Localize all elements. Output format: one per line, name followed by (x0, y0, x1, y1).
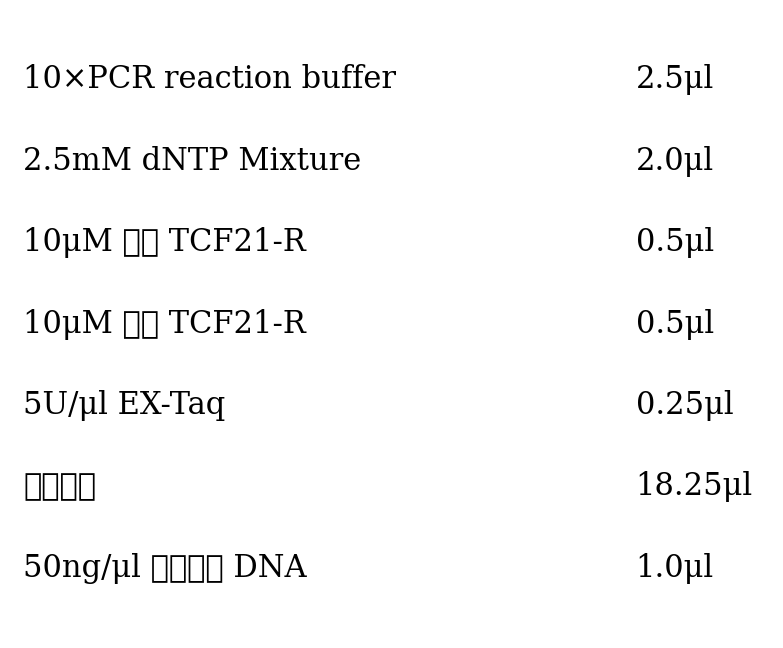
Text: 10μM 引物 TCF21-R: 10μM 引物 TCF21-R (23, 227, 306, 258)
Text: 18.25μl: 18.25μl (636, 472, 752, 502)
Text: 10×PCR reaction buffer: 10×PCR reaction buffer (23, 64, 396, 95)
Text: 0.5μl: 0.5μl (636, 227, 714, 258)
Text: 2.5μl: 2.5μl (636, 64, 714, 95)
Text: 5U/μl EX-Taq: 5U/μl EX-Taq (23, 390, 226, 421)
Text: 0.5μl: 0.5μl (636, 308, 714, 340)
Text: 1.0μl: 1.0μl (636, 553, 714, 584)
Text: 50ng/μl 的基因组 DNA: 50ng/μl 的基因组 DNA (23, 553, 307, 584)
Text: 0.25μl: 0.25μl (636, 390, 733, 421)
Text: 去离子水: 去离子水 (23, 472, 96, 502)
Text: 2.5mM dNTP Mixture: 2.5mM dNTP Mixture (23, 146, 362, 176)
Text: 2.0μl: 2.0μl (636, 146, 714, 176)
Text: 10μM 引物 TCF21-R: 10μM 引物 TCF21-R (23, 308, 306, 340)
